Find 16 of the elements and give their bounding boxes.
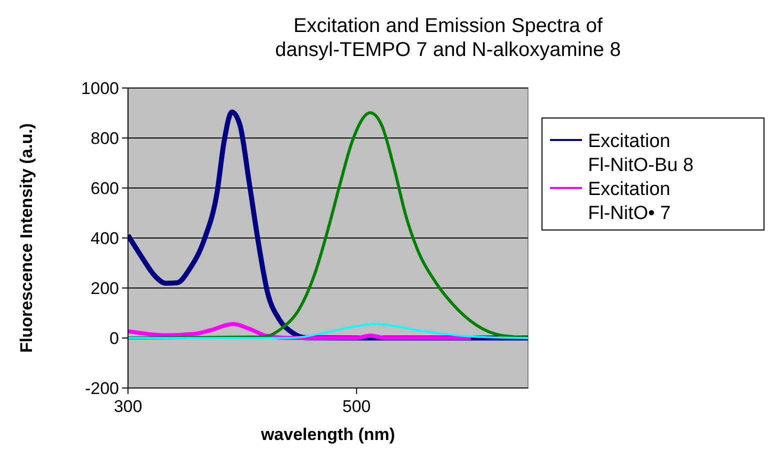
x-tick-label: 300	[114, 397, 142, 416]
y-tick-label: 1000	[81, 78, 119, 98]
line-series	[128, 322, 473, 340]
y-tick-label: 200	[90, 278, 119, 298]
y-tick-label: -200	[84, 378, 119, 398]
chart-title: Excitation and Emission Spectra of dansyl-TEMPO 7 and N-alkoxyamine 8	[275, 15, 621, 61]
y-tick-label: 600	[90, 178, 119, 198]
y-tick-label: 800	[90, 128, 119, 148]
legend-label: Excitation Fl-NitO-Bu 8	[588, 131, 694, 176]
x-tick-label: 500	[342, 397, 371, 416]
x-axis-title: wavelength (nm)	[260, 425, 396, 444]
legend-label: Excitation Fl-NitO• 7	[588, 179, 671, 224]
y-tick-label: 400	[90, 228, 119, 248]
line-series	[128, 323, 528, 339]
y-tick-label: 0	[110, 328, 119, 348]
y-axis-title: Fluorescence Intensity (a.u.)	[17, 123, 36, 353]
